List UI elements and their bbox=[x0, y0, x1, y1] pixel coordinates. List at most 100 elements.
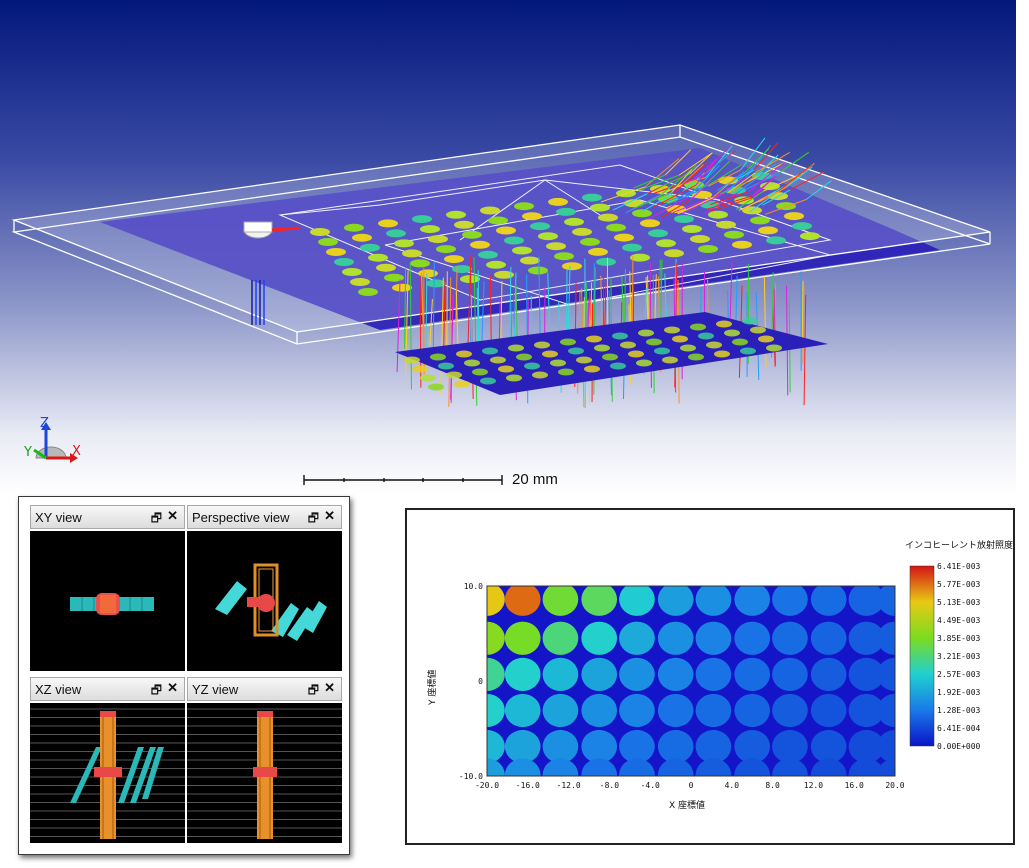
lens-spot bbox=[632, 209, 652, 218]
lens-spot bbox=[402, 249, 422, 258]
lens-spot bbox=[546, 242, 566, 251]
detector-spot bbox=[560, 338, 576, 346]
ray-line bbox=[653, 184, 696, 208]
x-tick-label: -8.0 bbox=[600, 781, 619, 790]
y-tick-labels: 10.0 0 -10.0 bbox=[459, 582, 483, 781]
ray-line bbox=[600, 186, 646, 203]
close-icon[interactable]: ✕ bbox=[324, 508, 335, 523]
irradiance-spot bbox=[848, 758, 885, 776]
ray-line bbox=[693, 146, 731, 180]
ray-line bbox=[802, 285, 805, 364]
detector-spot bbox=[456, 350, 472, 358]
lens-spot bbox=[342, 268, 362, 276]
irradiance-spot bbox=[772, 693, 808, 728]
irradiance-spot bbox=[657, 586, 694, 616]
irradiance-spot bbox=[877, 621, 895, 655]
irradiance-spot bbox=[504, 621, 541, 655]
lens-spot bbox=[494, 270, 514, 279]
restore-icon[interactable]: 🗗 bbox=[307, 511, 319, 525]
ray-line bbox=[429, 299, 433, 346]
irradiance-spot bbox=[504, 586, 541, 616]
ray-line bbox=[686, 165, 720, 199]
3d-scene[interactable]: Z X Y bbox=[0, 0, 1016, 494]
xy-view-canvas[interactable] bbox=[30, 531, 185, 671]
pane-title-bar[interactable]: XZ view 🗗 ✕ bbox=[30, 677, 185, 701]
restore-icon[interactable]: 🗗 bbox=[150, 511, 162, 525]
ray-line bbox=[665, 184, 709, 203]
restore-icon[interactable]: 🗗 bbox=[150, 683, 162, 697]
colorbar-tick-label: 2.57E-003 bbox=[937, 670, 981, 679]
irradiance-heatmap-chart[interactable]: インコヒーレント放射照度 -20.0 -16.0 -12.0 -8.0 -4.0 0 4.0… bbox=[407, 510, 1013, 843]
ray-line bbox=[737, 163, 777, 193]
restore-icon[interactable]: 🗗 bbox=[307, 683, 319, 697]
close-icon[interactable]: ✕ bbox=[167, 508, 178, 523]
detector-spot bbox=[480, 377, 496, 385]
irradiance-spot bbox=[657, 758, 694, 776]
lens-spot bbox=[488, 216, 508, 225]
detector-spot bbox=[454, 380, 470, 388]
ray-line bbox=[648, 197, 688, 220]
lens-spots-layer bbox=[310, 172, 820, 296]
lens-spot bbox=[520, 256, 540, 265]
close-icon[interactable]: ✕ bbox=[167, 680, 178, 695]
colorbar-tick-label: 0.00E+000 bbox=[937, 742, 981, 751]
lens-spot bbox=[750, 216, 770, 225]
lens-spot bbox=[318, 238, 338, 246]
lens-spot bbox=[358, 288, 378, 296]
ray-line bbox=[743, 171, 781, 191]
pane-title-bar[interactable]: Perspective view 🗗 ✕ bbox=[187, 505, 342, 529]
lens-spot bbox=[512, 246, 532, 255]
yz-view-canvas[interactable] bbox=[187, 703, 342, 843]
irradiance-spot bbox=[695, 657, 732, 691]
lens-spot bbox=[588, 247, 608, 256]
lens-spot bbox=[352, 233, 372, 242]
ray-line bbox=[698, 160, 731, 192]
detector-spot bbox=[612, 332, 628, 340]
pane-title-bar[interactable]: YZ view 🗗 ✕ bbox=[187, 677, 342, 701]
ray-line bbox=[396, 279, 401, 373]
irradiance-spot bbox=[619, 758, 655, 776]
detector-spot bbox=[706, 341, 722, 349]
ray-line bbox=[425, 272, 428, 357]
detector-spot bbox=[472, 368, 488, 376]
x-tick-label: 8.0 bbox=[765, 781, 780, 790]
3d-viewport[interactable]: Z X Y 20 mm bbox=[0, 0, 1016, 494]
detector-spot bbox=[664, 326, 680, 334]
lens-spot bbox=[598, 213, 618, 222]
irradiance-spot bbox=[487, 621, 505, 655]
detector-spot bbox=[576, 356, 592, 364]
irradiance-spot bbox=[695, 693, 732, 728]
colorbar-tick-label: 1.28E-003 bbox=[937, 706, 981, 715]
lens-spot bbox=[614, 233, 634, 242]
ray-line bbox=[695, 157, 718, 186]
detector-spot bbox=[420, 374, 436, 382]
lens-spot bbox=[504, 236, 524, 245]
detector-spots-layer bbox=[404, 317, 782, 391]
detector-spot bbox=[534, 341, 550, 349]
perspective-view-canvas[interactable] bbox=[187, 531, 342, 671]
detector-spot bbox=[732, 338, 748, 346]
detector-spot bbox=[412, 365, 428, 373]
irradiance-spot bbox=[542, 729, 579, 764]
ray-line bbox=[758, 186, 787, 203]
detector-plane bbox=[395, 312, 828, 395]
lens-spot bbox=[486, 260, 506, 269]
x-tick-label: -4.0 bbox=[641, 781, 660, 790]
close-icon[interactable]: ✕ bbox=[324, 680, 335, 695]
ray-line bbox=[763, 172, 804, 192]
irradiance-spot bbox=[581, 729, 618, 764]
lens-spot bbox=[564, 217, 584, 226]
detector-spot bbox=[662, 356, 678, 364]
irradiance-spot bbox=[848, 621, 885, 655]
lens-spot bbox=[514, 202, 534, 211]
ray-line bbox=[689, 152, 713, 175]
pane-title-bar[interactable]: XY view 🗗 ✕ bbox=[30, 505, 185, 529]
lens-spot bbox=[368, 253, 388, 262]
lens-spot bbox=[410, 259, 430, 268]
ray-line bbox=[672, 196, 714, 214]
lens-spot bbox=[360, 243, 380, 252]
ray-line bbox=[653, 178, 694, 194]
detector-spot bbox=[568, 347, 584, 355]
ray-line bbox=[801, 280, 804, 343]
xz-view-canvas[interactable] bbox=[30, 703, 185, 843]
